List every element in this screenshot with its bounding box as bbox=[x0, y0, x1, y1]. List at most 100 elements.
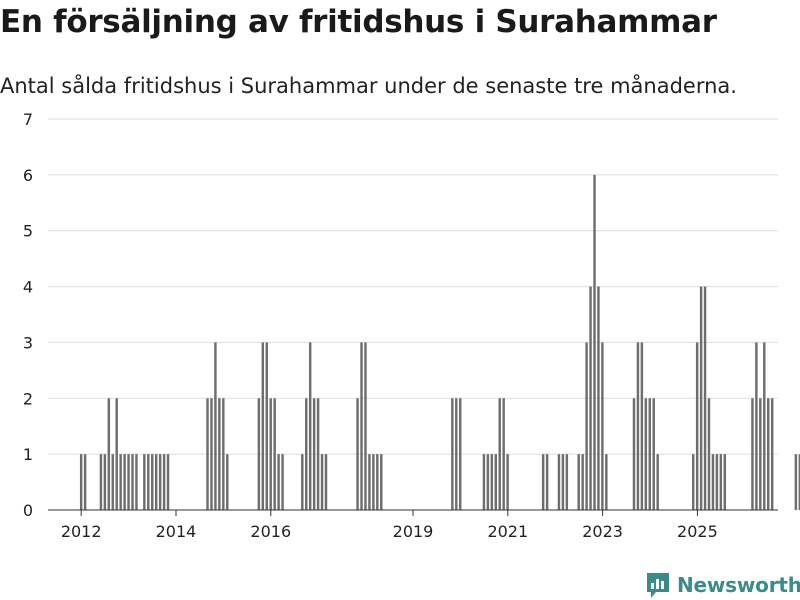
bar bbox=[719, 454, 723, 510]
bar bbox=[158, 454, 162, 510]
bar bbox=[711, 454, 715, 510]
bar bbox=[656, 454, 659, 510]
bar bbox=[498, 398, 501, 510]
bar bbox=[707, 398, 711, 510]
bar bbox=[269, 398, 272, 510]
x-axis-ticks: 2012 2014 2016 2019 2021 2023 2025 bbox=[61, 510, 718, 541]
bar bbox=[640, 342, 644, 510]
y-tick-label: 3 bbox=[23, 333, 33, 352]
bar bbox=[261, 342, 265, 510]
bar bbox=[691, 454, 695, 510]
bar bbox=[206, 398, 209, 510]
brand-name: Newsworthy bbox=[677, 573, 800, 597]
bar bbox=[312, 398, 316, 510]
y-tick-label: 6 bbox=[23, 166, 33, 185]
bar bbox=[166, 454, 170, 510]
bar bbox=[368, 454, 371, 510]
bar bbox=[798, 454, 800, 510]
bar bbox=[636, 342, 640, 510]
bar bbox=[648, 398, 652, 510]
bar bbox=[652, 398, 655, 510]
bar bbox=[699, 286, 703, 510]
bar bbox=[561, 454, 565, 510]
bar bbox=[376, 454, 379, 510]
bar bbox=[695, 342, 699, 510]
bar bbox=[281, 454, 284, 510]
bar bbox=[455, 398, 458, 510]
bar bbox=[123, 454, 126, 510]
bar bbox=[119, 454, 122, 510]
bar bbox=[593, 174, 596, 510]
bar bbox=[301, 454, 304, 510]
bar bbox=[356, 398, 359, 510]
x-tick-label: 2014 bbox=[156, 522, 197, 541]
bar bbox=[577, 454, 580, 510]
y-tick-label: 7 bbox=[23, 110, 33, 129]
bar bbox=[265, 342, 268, 510]
bar bbox=[541, 454, 545, 510]
bar bbox=[115, 398, 118, 510]
bar bbox=[214, 342, 217, 510]
bar bbox=[103, 454, 107, 510]
bar bbox=[767, 398, 770, 510]
x-tick-label: 2025 bbox=[677, 522, 718, 541]
bar bbox=[601, 342, 604, 510]
bar bbox=[459, 398, 462, 510]
y-tick-label: 0 bbox=[23, 501, 33, 520]
x-tick-label: 2012 bbox=[61, 522, 102, 541]
x-tick-label: 2023 bbox=[582, 522, 623, 541]
y-tick-label: 4 bbox=[23, 278, 33, 297]
bar bbox=[324, 454, 328, 510]
bar bbox=[273, 398, 276, 510]
bar bbox=[494, 454, 498, 510]
bar bbox=[451, 398, 454, 510]
bar bbox=[360, 342, 363, 510]
bar bbox=[770, 398, 774, 510]
bar bbox=[644, 398, 648, 510]
bar bbox=[83, 454, 87, 510]
bar bbox=[305, 398, 308, 510]
bar bbox=[723, 454, 727, 510]
bar bbox=[135, 454, 138, 510]
y-axis-ticks: 0 1 2 3 4 5 6 7 bbox=[23, 110, 33, 520]
bar bbox=[364, 342, 367, 510]
bar bbox=[143, 454, 146, 510]
bar bbox=[565, 454, 569, 510]
bar bbox=[794, 454, 798, 510]
bar bbox=[210, 398, 213, 510]
brand-logo: Newsworthy bbox=[645, 570, 800, 600]
bar bbox=[490, 454, 494, 510]
bar bbox=[632, 398, 636, 510]
x-tick-label: 2016 bbox=[250, 522, 291, 541]
bar bbox=[506, 454, 509, 510]
bar bbox=[589, 286, 592, 510]
bar bbox=[218, 398, 221, 510]
bar bbox=[763, 342, 766, 510]
x-tick-label: 2019 bbox=[393, 522, 434, 541]
bar bbox=[605, 454, 608, 510]
bar bbox=[585, 342, 588, 510]
bar bbox=[257, 398, 261, 510]
bar bbox=[127, 454, 130, 510]
bar bbox=[380, 454, 383, 510]
bar bbox=[131, 454, 134, 510]
bar bbox=[581, 454, 584, 510]
y-tick-label: 2 bbox=[23, 389, 33, 408]
bar bbox=[320, 454, 324, 510]
bar bbox=[703, 286, 707, 510]
bar bbox=[107, 398, 111, 510]
bar bbox=[99, 454, 103, 510]
bar bbox=[111, 454, 114, 510]
x-tick-label: 2021 bbox=[487, 522, 528, 541]
chart-subtitle: Antal sålda fritidshus i Surahammar unde… bbox=[0, 74, 737, 98]
bar bbox=[715, 454, 719, 510]
bar bbox=[277, 454, 280, 510]
newsworthy-logo-icon bbox=[647, 573, 669, 598]
bar bbox=[151, 454, 154, 510]
chart-title: En försäljning av fritidshus i Surahamma… bbox=[0, 4, 717, 40]
bar bbox=[557, 454, 561, 510]
bar bbox=[486, 454, 490, 510]
y-tick-label: 1 bbox=[23, 445, 33, 464]
y-tick-label: 5 bbox=[23, 222, 33, 241]
